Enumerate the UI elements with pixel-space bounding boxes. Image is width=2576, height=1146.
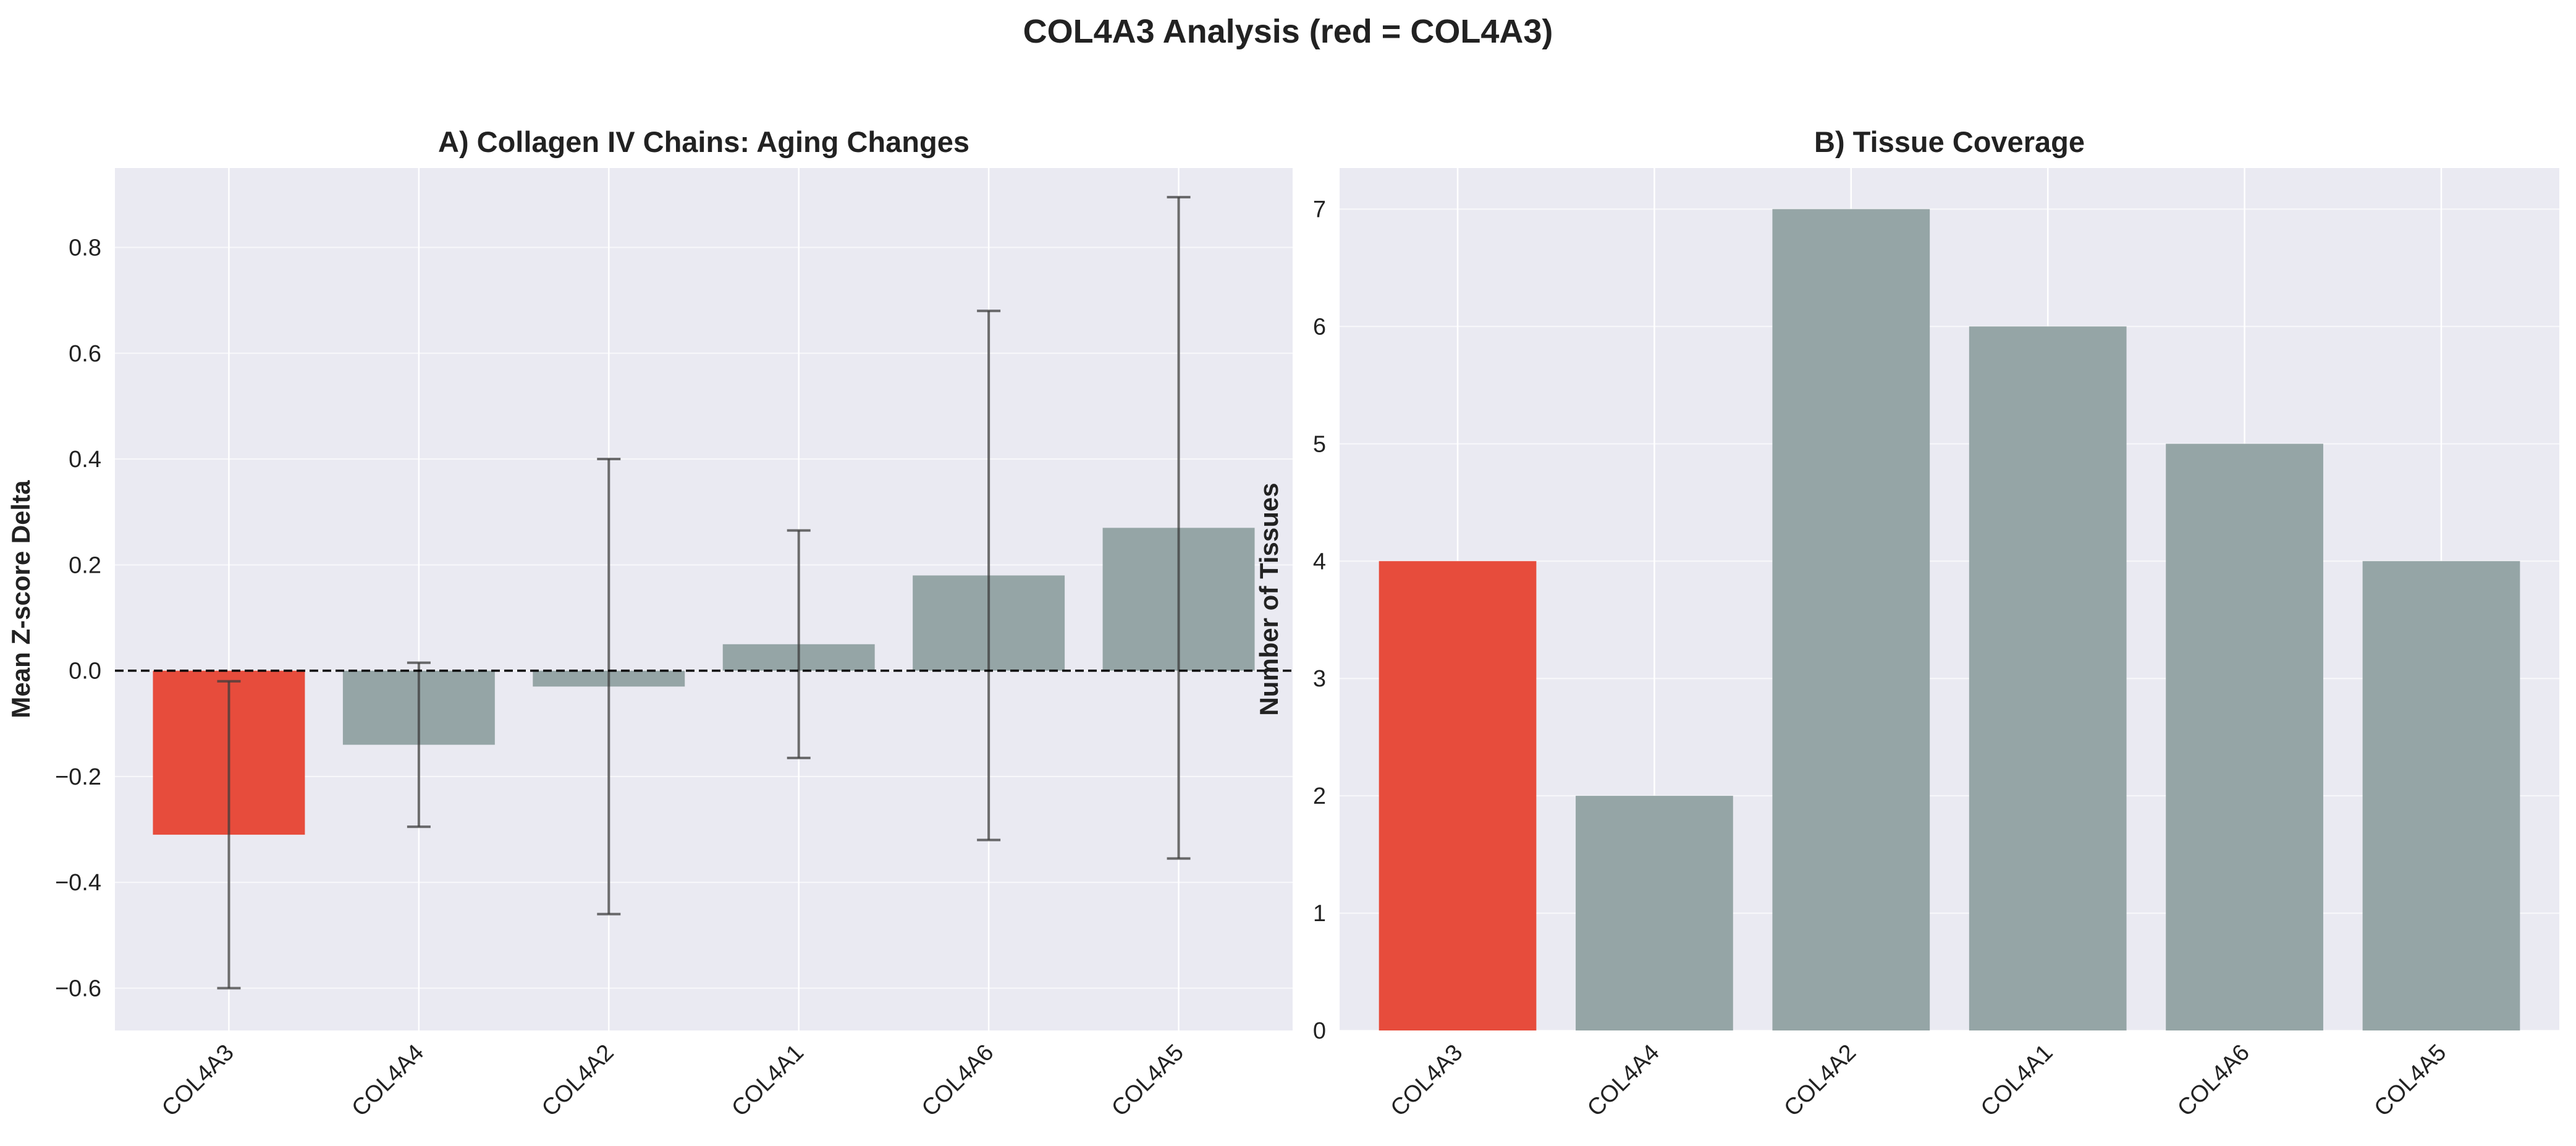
y-tick-label: 0.4 (69, 447, 101, 473)
x-tick-label: COL4A1 (727, 1040, 809, 1122)
plot-background (115, 168, 1293, 1030)
x-tick-label: COL4A5 (1107, 1040, 1189, 1122)
bar-col4a4 (1576, 796, 1733, 1030)
x-tick-label: COL4A2 (537, 1040, 619, 1122)
x-tick-label: COL4A6 (917, 1040, 999, 1122)
y-tick-label: 0.0 (69, 659, 101, 685)
chart-panel-b: 0 1 2 3 4 5 6 7 COL4A3 COL4A4 COL4A2 COL4A1 COL4A6 CO… (1254, 125, 2559, 1121)
y-tick-label: 0.6 (69, 341, 101, 367)
x-tick-label: COL4A3 (1386, 1040, 1468, 1122)
y-tick-label: −0.4 (55, 870, 101, 896)
x-tick-label: COL4A1 (1976, 1040, 2058, 1122)
figure-title: COL4A3 Analysis (red = COL4A3) (1023, 13, 1553, 50)
y-tick-label: 5 (1313, 431, 1326, 457)
y-tick-label: 0.2 (69, 552, 101, 578)
panel-title: A) Collagen IV Chains: Aging Changes (438, 125, 969, 158)
x-tick-label: COL4A4 (1582, 1040, 1665, 1122)
y-tick-label: 0 (1313, 1018, 1326, 1044)
x-tick-label: COL4A3 (157, 1040, 239, 1122)
y-tick-label: 3 (1313, 666, 1326, 692)
x-tick-label: COL4A5 (2370, 1040, 2452, 1122)
x-tick-label: COL4A6 (2173, 1040, 2255, 1122)
y-axis-label: Number of Tissues (1254, 482, 1283, 715)
bar-col4a5 (2362, 561, 2520, 1030)
x-tick-label: COL4A4 (347, 1040, 429, 1122)
bar-col4a1 (1969, 326, 2127, 1030)
x-tick-label: COL4A2 (1779, 1040, 1861, 1122)
panel-title: B) Tissue Coverage (1814, 125, 2085, 158)
y-tick-label: 2 (1313, 783, 1326, 809)
chart-panel-a: −0.6 −0.4 −0.2 0.0 0.2 0.4 0.6 0.8 COL4A3 COL4A4 C… (6, 125, 1293, 1121)
bar-col4a3 (1379, 561, 1537, 1030)
y-tick-label: 4 (1313, 549, 1326, 575)
y-tick-label: 1 (1313, 901, 1326, 927)
y-tick-label: −0.2 (55, 764, 101, 790)
plot-background (1340, 168, 2559, 1030)
y-tick-label: 7 (1313, 196, 1326, 222)
bar-col4a2 (1772, 209, 1930, 1030)
y-axis-label: Mean Z-score Delta (6, 480, 35, 718)
bar-col4a6 (2166, 444, 2323, 1030)
y-tick-label: 0.8 (69, 235, 101, 261)
y-tick-label: 6 (1313, 314, 1326, 340)
y-tick-label: −0.6 (55, 975, 101, 1001)
